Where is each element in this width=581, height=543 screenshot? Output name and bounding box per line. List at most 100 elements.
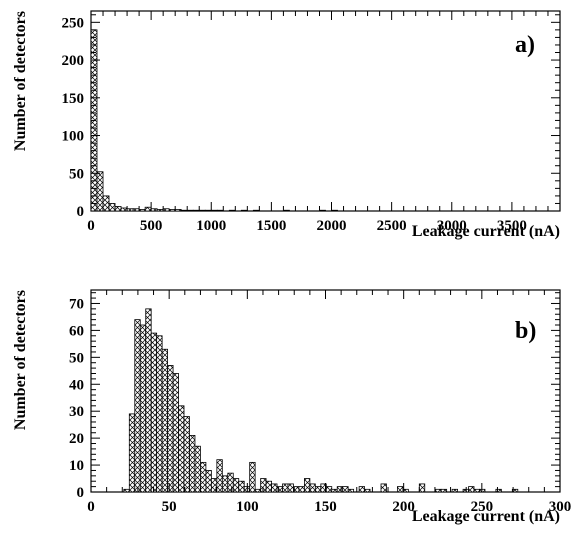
histogram-bin <box>325 486 333 493</box>
histogram-bars <box>123 308 519 493</box>
histogram-bin <box>468 486 475 493</box>
histogram-bin <box>435 488 442 493</box>
histogram-bin <box>232 478 240 493</box>
histogram-bin <box>189 435 196 493</box>
panel-label: b) <box>515 318 536 344</box>
histogram-bin <box>451 488 459 493</box>
y-tick-label: 30 <box>69 404 84 420</box>
histogram-bin <box>397 486 404 493</box>
x-tick-label: 0 <box>87 499 95 515</box>
histogram-bin <box>249 461 256 493</box>
histogram-bin <box>282 483 289 493</box>
histogram-bin <box>265 480 272 493</box>
y-tick-label: 70 <box>69 296 84 312</box>
histogram-bin <box>156 209 164 212</box>
y-tick-label: 0 <box>77 485 85 501</box>
histogram-bin <box>180 209 188 212</box>
x-tick-label: 300 <box>549 499 572 515</box>
histogram-bin <box>161 348 169 493</box>
histogram-bin <box>216 209 224 212</box>
x-tick-label: 200 <box>392 499 415 515</box>
histogram-bin <box>254 488 262 493</box>
histogram-bin <box>194 445 201 493</box>
x-tick-label: 250 <box>471 499 494 515</box>
histogram-bin <box>309 483 316 493</box>
histogram-bin <box>440 488 448 493</box>
histogram-bin <box>167 365 174 493</box>
histogram-bin <box>123 488 130 493</box>
histogram-bin <box>186 209 194 212</box>
histogram-bin <box>174 209 182 212</box>
histogram-bin <box>200 461 207 493</box>
x-tick-label: 100 <box>236 499 259 515</box>
histogram-bin <box>473 488 480 493</box>
x-tick-label: 0 <box>87 218 95 234</box>
histogram-bin <box>108 203 116 212</box>
histogram-bin <box>102 195 110 212</box>
histogram-bin <box>150 208 158 212</box>
y-tick-label: 40 <box>69 377 84 393</box>
x-axis-title: Leakage current (nA) <box>412 223 560 240</box>
histogram-bin <box>168 209 176 212</box>
histogram-panel-b: 0 50 100 150 200 250 300 0 10 20 30 40 50 60 70 Leakage… <box>12 289 572 525</box>
histogram-bin <box>162 208 170 212</box>
histogram-bin <box>150 332 158 493</box>
y-tick-label: 50 <box>69 350 84 366</box>
histogram-bin <box>144 206 152 212</box>
y-tick-label: 20 <box>69 431 84 447</box>
histogram-bin <box>216 459 223 493</box>
x-axis-title: Leakage current (nA) <box>412 508 560 525</box>
histogram-bin <box>178 405 185 493</box>
histogram-bin <box>183 416 190 493</box>
histogram-panel-a: 0 500 1000 1500 2000 2500 3000 3500 0 50 100 150 200… <box>12 10 561 240</box>
x-tick-label: 2000 <box>317 218 347 234</box>
y-tick-label: 150 <box>62 91 85 107</box>
histogram-bin <box>314 486 322 493</box>
histogram-bin <box>126 208 134 212</box>
histogram-bin <box>192 209 200 212</box>
y-tick-label: 250 <box>62 15 85 31</box>
histogram-bin <box>380 483 387 493</box>
histogram-bin <box>128 413 136 493</box>
histogram-bars <box>90 29 338 212</box>
histogram-bin <box>287 483 294 493</box>
histogram-bin <box>342 486 349 493</box>
histogram-bin <box>336 486 344 493</box>
histogram-bin <box>319 209 326 212</box>
y-axis-title: Number of detectors <box>12 11 29 151</box>
x-tick-label: 1000 <box>196 218 226 234</box>
y-tick-label: 100 <box>62 129 85 145</box>
x-tick-label: 1500 <box>256 218 286 234</box>
histogram-bin <box>271 483 278 493</box>
histogram-bin <box>96 171 104 212</box>
plot-frame <box>90 10 561 212</box>
histogram-bin <box>303 478 311 493</box>
x-tick-label: 3000 <box>437 218 467 234</box>
histogram-bin <box>205 470 212 493</box>
histogram-bin <box>228 209 236 212</box>
histogram-bin <box>331 209 338 212</box>
histogram-bin <box>418 483 426 493</box>
histogram-bin <box>204 209 212 212</box>
y-tick-label: 50 <box>69 166 84 182</box>
histogram-bin <box>172 373 179 493</box>
x-tick-label: 150 <box>314 499 337 515</box>
x-tick-label: 500 <box>140 218 163 234</box>
y-tick-label: 0 <box>77 204 85 220</box>
histogram-bin <box>227 472 234 493</box>
histogram-bin <box>240 209 248 212</box>
histogram-bin <box>276 486 283 493</box>
y-axis-title: Number of detectors <box>12 290 29 430</box>
histogram-bin <box>156 335 163 493</box>
histogram-bin <box>298 486 305 493</box>
histogram-bin <box>402 488 409 493</box>
x-tick-label: 3500 <box>497 218 527 234</box>
histogram-bin <box>221 475 229 493</box>
histogram-bin <box>145 308 152 493</box>
x-tick-label: 2500 <box>377 218 407 234</box>
y-tick-label: 60 <box>69 323 84 339</box>
histogram-bin <box>198 209 206 212</box>
histogram-bin <box>283 209 290 212</box>
histogram-bin <box>134 319 141 493</box>
